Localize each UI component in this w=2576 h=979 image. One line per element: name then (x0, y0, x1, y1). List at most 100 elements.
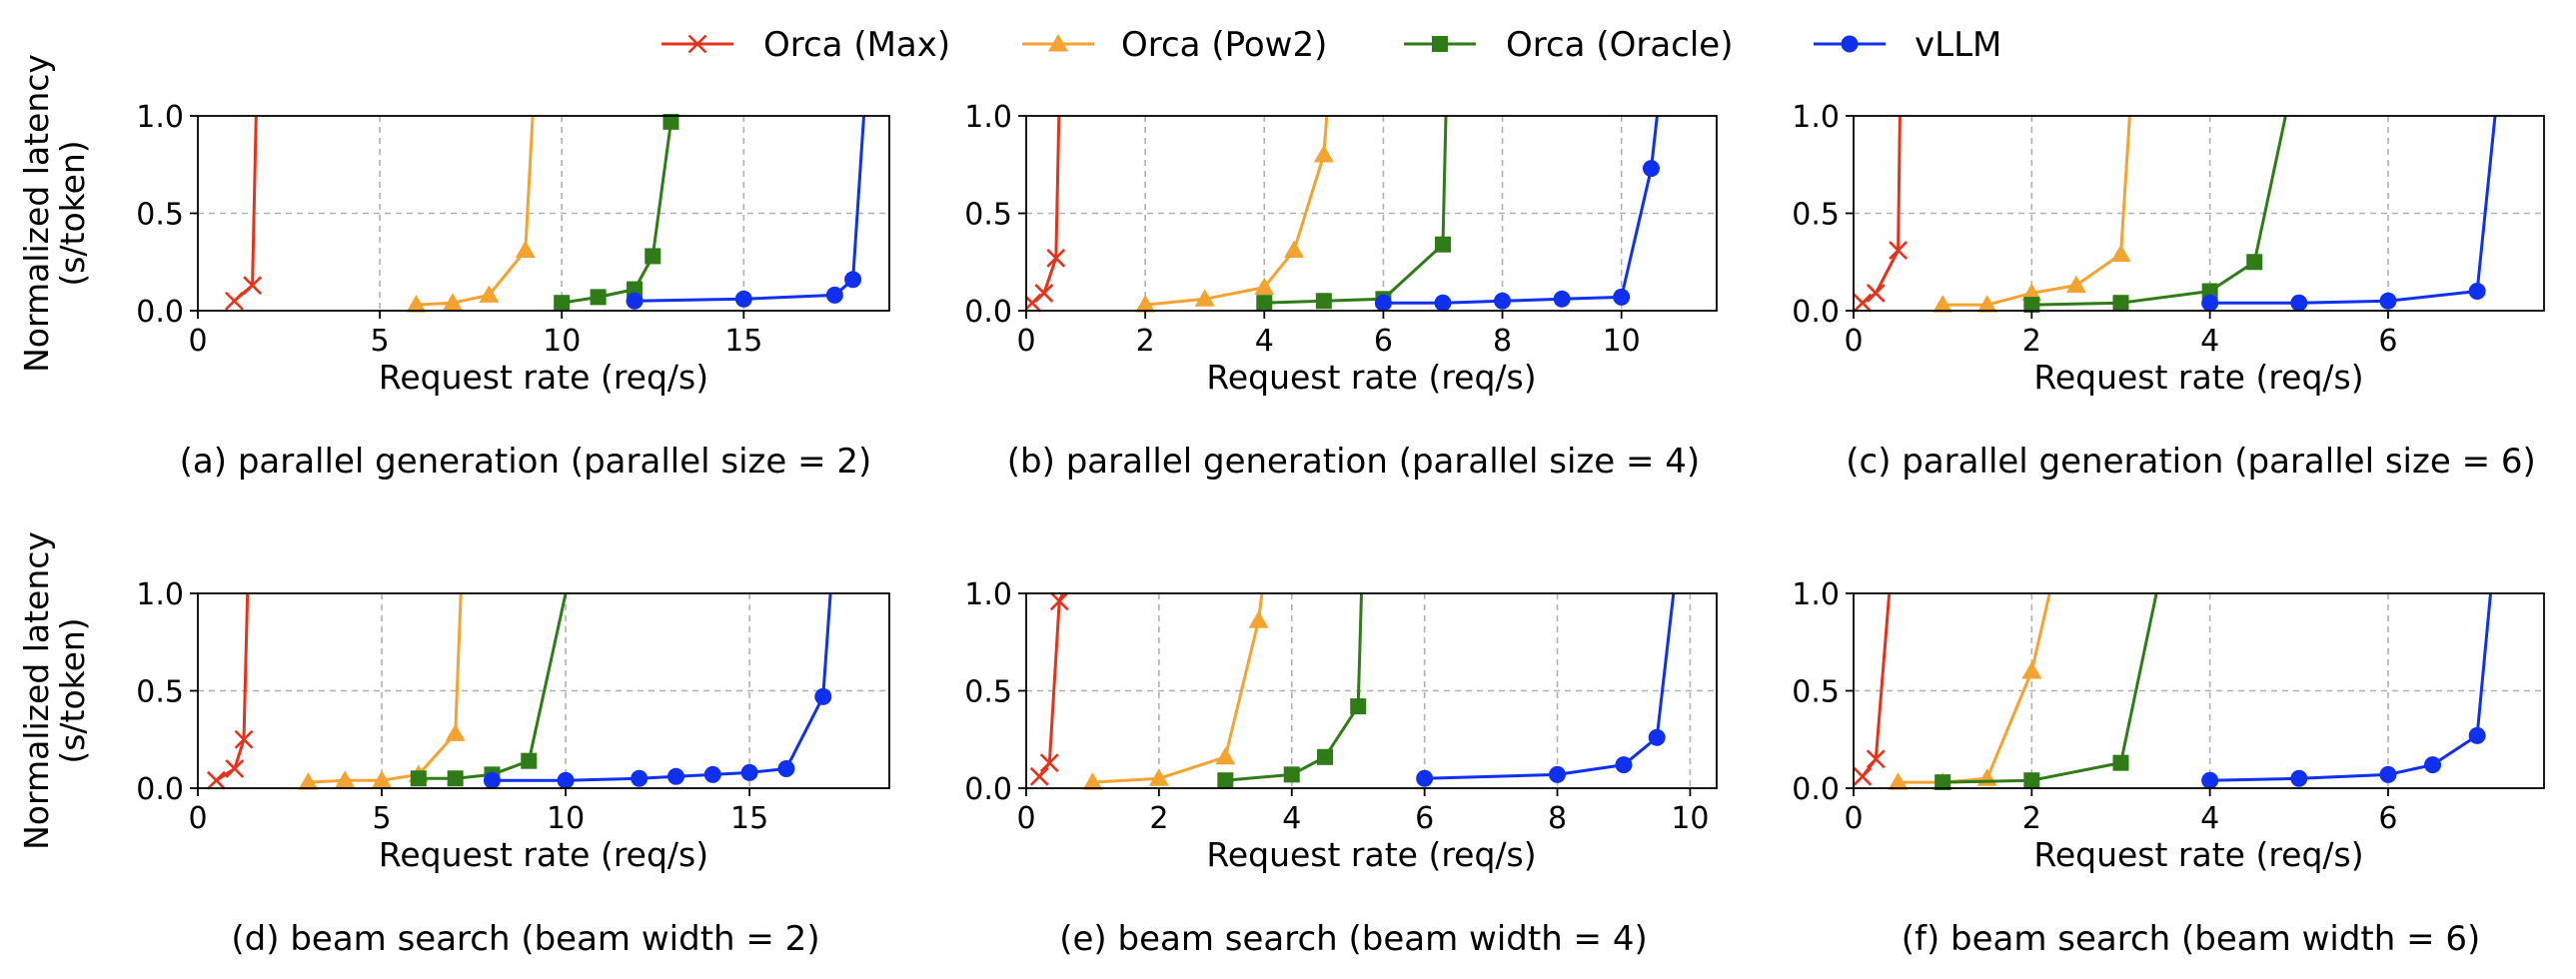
data-point (206, 770, 226, 790)
x-tick-label: 0 (1016, 324, 1035, 359)
data-point (662, 114, 679, 130)
x-axis-label: Request rate (req/s) (2033, 358, 2363, 397)
data-point (2290, 769, 2308, 787)
series-line (561, 121, 672, 305)
series-line (2031, 115, 2287, 307)
legend-marker (687, 34, 707, 54)
series-line (1225, 592, 1363, 782)
data-point (1976, 768, 1997, 786)
panel-caption: (a) parallel generation (parallel size =… (180, 442, 872, 482)
data-point-stroke-b (243, 276, 263, 296)
legend-label: Orca (Pow2) (1121, 25, 1327, 65)
data-point (2112, 295, 2129, 312)
data-point-stroke-b (1866, 749, 1886, 769)
data-point (1283, 766, 1300, 783)
data-point (406, 295, 427, 313)
data-point (2379, 292, 2397, 310)
data-point (298, 772, 319, 790)
data-point (225, 291, 244, 311)
x-tick-label: 8 (1548, 801, 1567, 836)
y-tick-label: 0.0 (964, 772, 1012, 807)
data-point (814, 687, 832, 705)
legend-label: vLLM (1915, 25, 2001, 65)
y-axis-label: Normalized latency (17, 54, 56, 373)
data-point (1148, 768, 1169, 786)
data-point (1613, 288, 1631, 306)
x-tick-label: 10 (547, 801, 585, 836)
data-point (2424, 756, 2442, 774)
x-tick-label: 4 (2200, 324, 2219, 359)
data-point (1416, 769, 1434, 787)
data-point (1374, 294, 1392, 312)
data-point (1854, 766, 1873, 786)
legend: Orca (Max) Orca (Pow2) Orca (Oracle) vLLM (661, 25, 2001, 65)
data-point (1350, 698, 1367, 715)
series-group (1026, 115, 1660, 313)
x-tick-label: 10 (1671, 801, 1709, 836)
data-point-stroke-b (1046, 248, 1066, 268)
panel-caption: (b) parallel generation (parallel size =… (1007, 442, 1700, 482)
y-tick-label: 0.5 (136, 675, 184, 710)
data-point (372, 770, 393, 788)
data-point (626, 292, 644, 310)
data-point (703, 765, 721, 783)
x-tick-label: 5 (372, 801, 391, 836)
series-group (225, 114, 865, 313)
data-point (1854, 293, 1873, 313)
data-point (410, 770, 427, 787)
data-point (1049, 591, 1069, 611)
series-line (1092, 592, 1264, 784)
x-tick-label: 15 (724, 324, 762, 359)
series-line (492, 592, 832, 782)
series-line (1898, 592, 2051, 784)
data-point (1866, 284, 1886, 303)
y-tick-label: 0.5 (1792, 198, 1840, 233)
x-tick-label: 10 (1603, 324, 1641, 359)
data-point (590, 289, 607, 306)
data-point (631, 769, 648, 787)
data-point (1254, 277, 1275, 296)
data-point (447, 770, 464, 787)
y-tick-label: 1.0 (964, 100, 1012, 135)
data-point (1976, 295, 1997, 313)
series-line (1942, 592, 2158, 784)
y-axis-label: Normalized latency (17, 531, 56, 850)
data-point (1313, 145, 1334, 163)
data-point (1315, 293, 1332, 310)
legend-marker (1841, 35, 1859, 53)
data-point (777, 760, 795, 777)
data-point (1316, 748, 1333, 765)
data-point (335, 770, 356, 788)
data-point-stroke-b (1889, 241, 1908, 260)
chart-panel: 0 2 4 6 8 10 0.0 0.5 1.0 Request rate (req/s) (e) … (964, 577, 1718, 959)
series-group (1854, 592, 2492, 790)
x-tick-label: 6 (2378, 801, 2397, 836)
data-point-stroke-b (1034, 284, 1054, 303)
x-tick-label: 4 (1255, 324, 1274, 359)
data-point (1135, 295, 1156, 313)
data-point (521, 752, 538, 769)
panel-caption: (c) parallel generation (parallel size =… (1846, 442, 2536, 482)
y-tick-label: 1.0 (964, 577, 1012, 612)
x-tick-label: 0 (188, 801, 207, 836)
data-point (1866, 749, 1886, 769)
data-point (2290, 294, 2308, 312)
legend-marker (1432, 36, 1448, 52)
x-axis-label: Request rate (req/s) (379, 835, 708, 874)
data-point (1248, 610, 1269, 628)
legend-label: Orca (Oracle) (1506, 25, 1734, 65)
panel-caption: (f) beam search (beam width = 6) (1902, 919, 2481, 959)
x-tick-label: 4 (1282, 801, 1301, 836)
data-point (557, 771, 575, 789)
data-point (2468, 283, 2486, 300)
data-point (445, 723, 466, 741)
data-point-stroke-b (1854, 293, 1873, 313)
legend-entry: Orca (Oracle) (1404, 25, 1734, 65)
legend-marker (1048, 34, 1068, 52)
data-point (2112, 754, 2129, 771)
x-tick-label: 6 (1374, 324, 1393, 359)
data-point (2201, 294, 2219, 312)
data-point (1284, 240, 1305, 259)
data-point (2023, 772, 2040, 789)
